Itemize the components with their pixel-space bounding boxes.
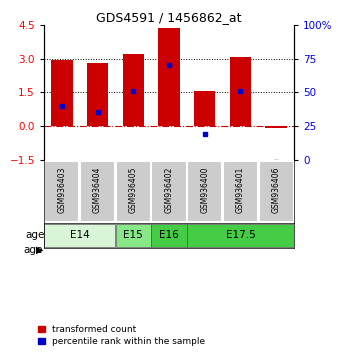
Text: GSM936406: GSM936406 [272,167,281,213]
Bar [259,161,294,222]
Bar [44,161,79,222]
Bar [194,91,215,126]
Text: GSM936403: GSM936403 [57,167,66,213]
Text: E14: E14 [70,230,90,240]
Bar [44,224,115,247]
Bar [87,63,108,126]
Text: age: age [25,230,44,240]
Bar [158,28,180,126]
Bar [265,126,287,128]
Title: GDS4591 / 1456862_at: GDS4591 / 1456862_at [96,11,242,24]
Text: E17.5: E17.5 [225,230,255,240]
Text: age: age [24,245,43,255]
Bar [80,161,115,222]
Bar [223,161,258,222]
Bar [230,57,251,126]
Bar [187,161,222,222]
Text: GSM936401: GSM936401 [236,167,245,213]
Bar [151,161,187,222]
Text: E15: E15 [123,230,143,240]
Text: GSM936404: GSM936404 [93,167,102,213]
Bar [116,161,151,222]
Bar [187,224,294,247]
Legend: transformed count, percentile rank within the sample: transformed count, percentile rank withi… [38,325,205,346]
Text: ▶: ▶ [35,245,43,255]
Bar [123,54,144,126]
Text: GSM936402: GSM936402 [165,167,173,213]
Text: GSM936405: GSM936405 [129,167,138,213]
Bar [51,60,73,126]
Bar [116,224,151,247]
Text: E16: E16 [159,230,179,240]
Text: GSM936400: GSM936400 [200,167,209,213]
Bar [151,224,187,247]
